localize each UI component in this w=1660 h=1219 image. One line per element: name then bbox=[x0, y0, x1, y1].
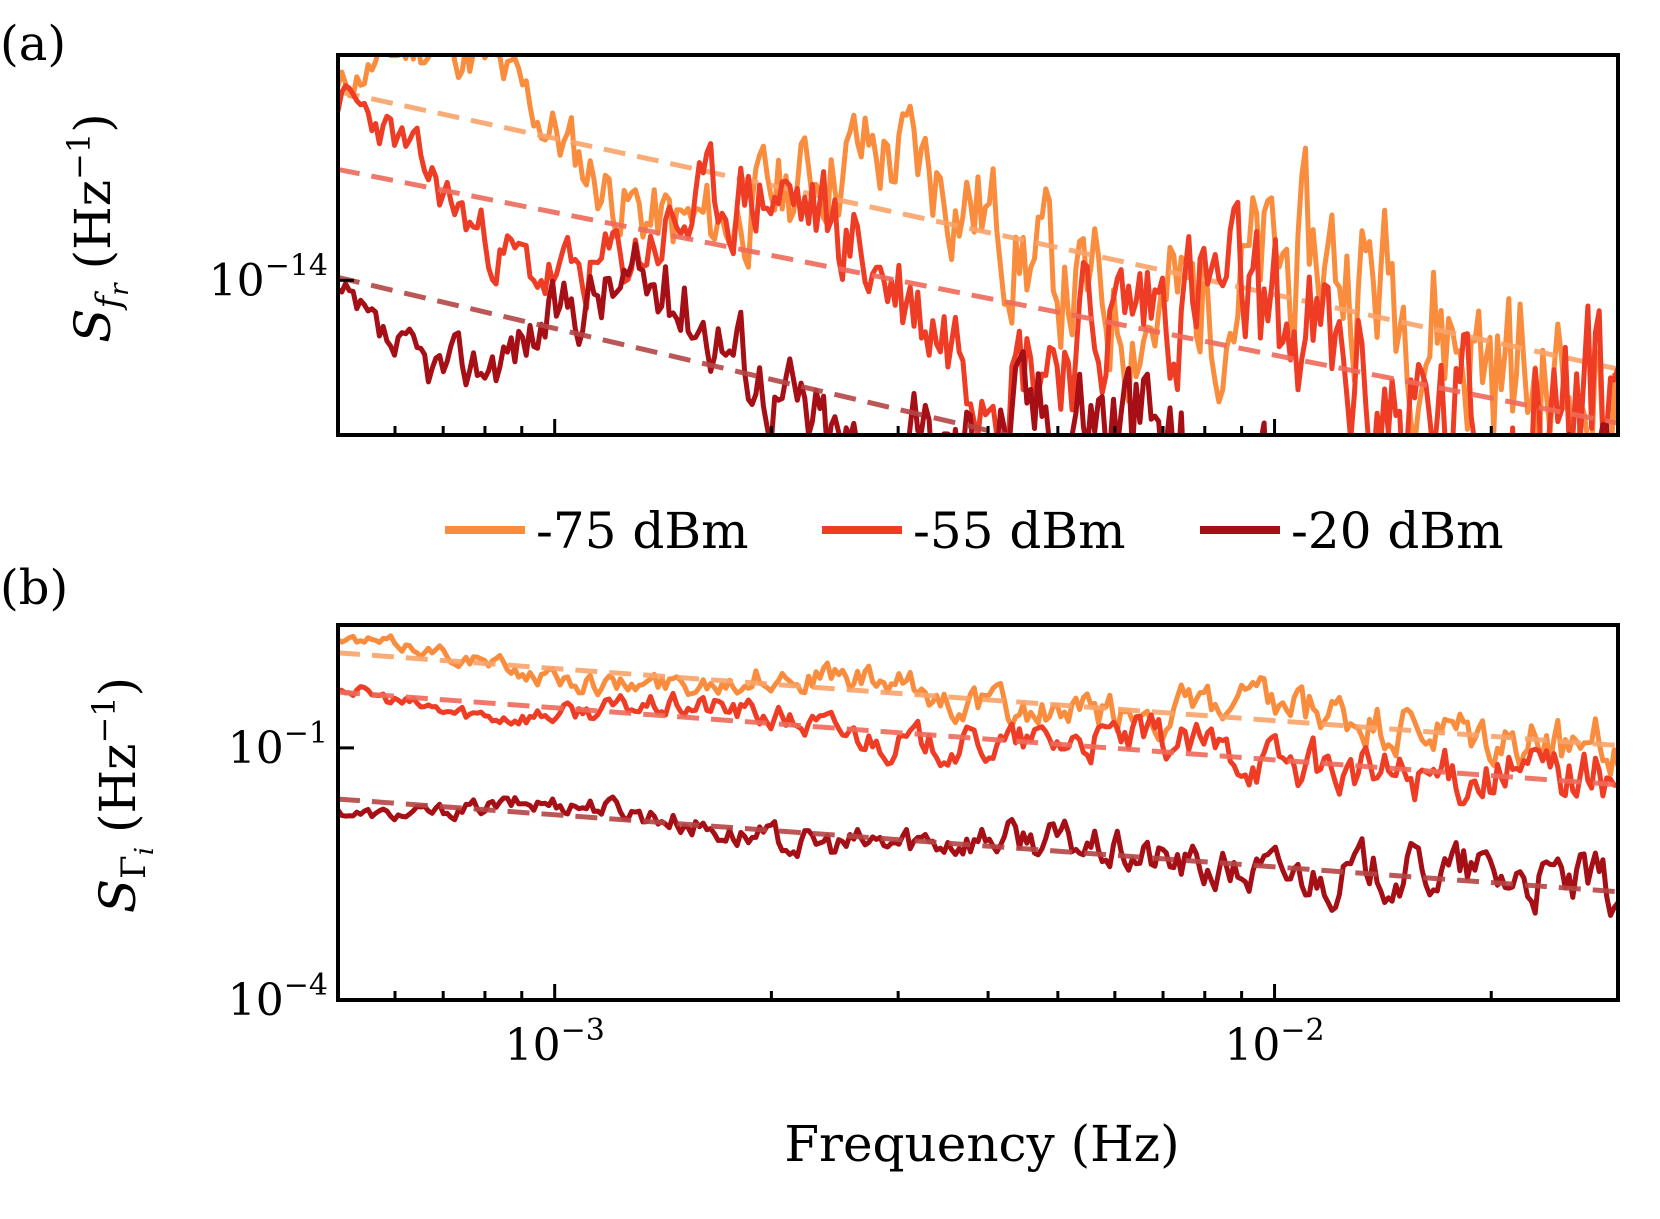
fit-b-1 bbox=[338, 689, 1618, 788]
ylabel-b-subsub: i bbox=[130, 847, 160, 855]
ylabel-a-base: S bbox=[64, 308, 122, 342]
y-tick-base: 10 bbox=[228, 975, 284, 1026]
ylabel-a-unit-open: (Hz bbox=[64, 180, 122, 269]
panel-b-axes: 10−110−410−3 10−2 bbox=[228, 623, 1620, 1071]
panel-a: 10−14 bbox=[209, 53, 1620, 437]
plot-frame-a bbox=[336, 53, 1620, 437]
fit-a-2 bbox=[338, 274, 1019, 435]
y-tick-label-b-1: 10−4 bbox=[228, 968, 328, 1026]
y-tick-label-b-0: 10−1 bbox=[228, 716, 328, 774]
y-tick-exp: −4 bbox=[284, 968, 328, 1003]
series-a-0 bbox=[338, 55, 1618, 435]
panel-b-data bbox=[338, 633, 1618, 918]
fit-a-0 bbox=[338, 89, 1618, 372]
x-tick-label-b-0: 10−3 bbox=[505, 1013, 605, 1071]
ylabel-b-exp: −1 bbox=[85, 696, 123, 743]
panel-label-a: (a) bbox=[0, 16, 66, 72]
series-a-1 bbox=[338, 83, 1618, 435]
panel-a-axes: 10−14 bbox=[209, 53, 1620, 437]
ylabel-a-exp: −1 bbox=[60, 133, 98, 180]
y-tick-label-a-0: 10−14 bbox=[209, 248, 328, 306]
panel-a-data bbox=[338, 55, 1618, 435]
ylabel-b-unit-open: (Hz bbox=[89, 744, 147, 833]
panel-b-ylabel: SΓi (Hz−1) bbox=[85, 677, 160, 913]
ylabel-a-subsub: r bbox=[105, 282, 135, 296]
panel-b: 10−110−410−3 10−2 bbox=[228, 623, 1620, 1071]
series-b-1 bbox=[338, 684, 1618, 807]
y-tick-base: 10 bbox=[228, 723, 284, 774]
y-tick-exp: −14 bbox=[265, 248, 328, 283]
fit-b-2 bbox=[338, 796, 1618, 895]
legend: -75 dBm -55 dBm -20 dBm bbox=[445, 502, 1504, 560]
ylabel-b-base: S bbox=[89, 879, 147, 913]
plot-frame-b bbox=[336, 623, 1620, 1002]
ylabel-a-unit-close: ) bbox=[64, 113, 122, 133]
series-a-2 bbox=[338, 241, 1610, 435]
x-axis-title: Frequency (Hz) bbox=[784, 1115, 1179, 1173]
x-tick-exp: −2 bbox=[1280, 1013, 1324, 1048]
x-tick-label-b-1: 10−2 bbox=[1224, 1013, 1324, 1071]
legend-label-75: -75 dBm bbox=[536, 502, 749, 560]
ylabel-b-sub: Γ bbox=[114, 855, 154, 879]
series-b-0 bbox=[338, 633, 1618, 778]
svg-text:Sfr(Hz−1): Sfr(Hz−1) bbox=[60, 113, 135, 342]
x-tick-exp: −3 bbox=[561, 1013, 605, 1048]
legend-label-20: -20 dBm bbox=[1291, 502, 1504, 560]
fit-b-0 bbox=[338, 650, 1618, 748]
series-b-2 bbox=[338, 794, 1618, 918]
legend-label-55: -55 dBm bbox=[913, 502, 1126, 560]
fit-a-1 bbox=[338, 166, 1618, 426]
y-tick-exp: −1 bbox=[284, 716, 328, 751]
ylabel-b-unit-close: ) bbox=[89, 677, 147, 697]
x-tick-base: 10 bbox=[505, 1020, 561, 1071]
panel-a-ylabel: Sfr(Hz−1) bbox=[60, 113, 135, 342]
y-tick-base: 10 bbox=[209, 255, 265, 306]
svg-text:SΓi(Hz−1): SΓi (Hz−1) bbox=[85, 677, 160, 913]
x-tick-base: 10 bbox=[1224, 1020, 1280, 1071]
panel-label-b: (b) bbox=[0, 560, 68, 616]
